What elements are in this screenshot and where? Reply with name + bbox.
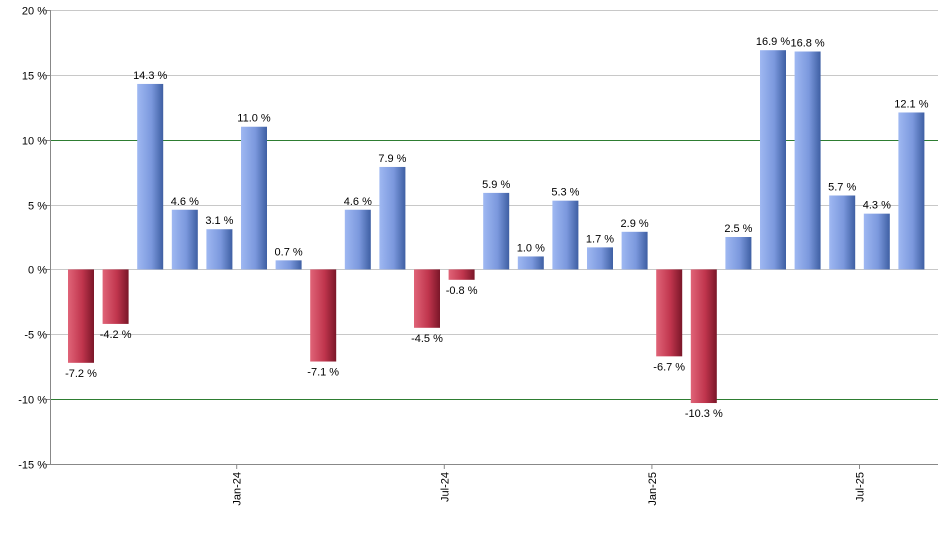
bar — [102, 269, 129, 324]
data-label: -6.7 % — [653, 361, 685, 373]
bar — [344, 209, 371, 270]
y-tick-label: -5 % — [24, 330, 47, 342]
data-label: 16.8 % — [790, 38, 824, 50]
data-label: 12.1 % — [894, 98, 928, 110]
bar — [483, 192, 510, 270]
bar — [137, 83, 164, 270]
bar — [898, 112, 925, 270]
data-label: 2.5 % — [724, 223, 752, 235]
bar — [552, 200, 579, 270]
data-label: 4.6 % — [344, 196, 372, 208]
data-label: 16.9 % — [756, 36, 790, 48]
data-label: -10.3 % — [685, 408, 723, 420]
bar — [725, 237, 752, 270]
data-label: 3.1 % — [205, 215, 233, 227]
y-tick-label: -10 % — [18, 395, 47, 407]
data-label: -4.2 % — [100, 329, 132, 341]
data-label: -0.8 % — [446, 285, 478, 297]
bar — [414, 269, 440, 328]
x-tick-label: Jul-25 — [855, 472, 867, 502]
x-tick-label: Jul-24 — [439, 472, 451, 502]
data-label: 4.3 % — [863, 200, 891, 212]
x-tick-label: Jan-25 — [647, 472, 659, 506]
data-label: 14.3 % — [133, 70, 167, 82]
data-label: 5.3 % — [551, 187, 579, 199]
bar — [275, 260, 302, 270]
data-label: 1.0 % — [517, 242, 545, 254]
data-label: -4.5 % — [411, 333, 443, 345]
bar — [829, 195, 856, 270]
bar — [794, 51, 821, 270]
y-tick-label: 10 % — [22, 136, 47, 148]
y-tick-label: 5 % — [28, 201, 47, 213]
y-tick-label: 20 % — [22, 6, 47, 18]
data-label: 5.9 % — [482, 179, 510, 191]
bar — [241, 126, 267, 270]
data-label: 5.7 % — [828, 181, 856, 193]
bar — [310, 269, 337, 362]
data-label: 4.6 % — [171, 196, 199, 208]
bar — [448, 269, 475, 280]
data-label: -7.1 % — [307, 367, 339, 379]
bar — [863, 213, 890, 270]
bar — [760, 50, 786, 270]
data-label: 11.0 % — [237, 113, 271, 125]
y-tick-label: 15 % — [22, 71, 47, 83]
bar — [656, 269, 683, 357]
data-label: -7.2 % — [65, 368, 97, 380]
bar — [587, 247, 613, 270]
data-label: 0.7 % — [275, 246, 303, 258]
y-tick-label: -15 % — [18, 460, 47, 472]
bar — [379, 166, 406, 270]
bar — [690, 269, 717, 404]
data-labels: -7.2 % -4.2 % 14.3 % 4.6 % 3.1 % 11.0 % 0.7 % -… — [65, 36, 929, 420]
bar — [206, 229, 233, 270]
data-label: 2.9 % — [621, 218, 649, 230]
bar — [171, 209, 198, 270]
data-label: 1.7 % — [586, 233, 614, 245]
y-tick-label: 0 % — [28, 265, 47, 277]
bar — [68, 269, 94, 363]
axes: -15 % -10 % -5 % 0 % 5 % 10 % 15 % 20 % Jan-24 Ju… — [18, 6, 938, 506]
bar — [517, 256, 544, 270]
data-label: 7.9 % — [378, 153, 406, 165]
bar — [621, 231, 648, 270]
x-tick-label: Jan-24 — [232, 472, 244, 506]
bars — [68, 50, 925, 404]
